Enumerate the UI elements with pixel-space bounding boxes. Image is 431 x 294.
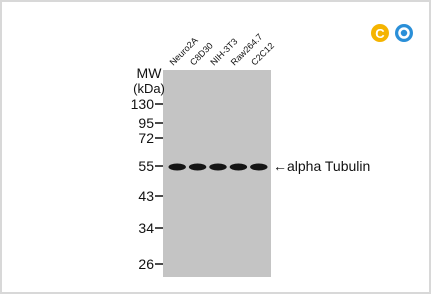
band-label: alpha Tubulin [287,158,370,174]
mw-unit: (kDa) [133,81,165,96]
band-arrow: ← [273,158,287,174]
marker-label: 34 [138,220,154,236]
marker-label: 26 [138,256,154,272]
band [169,164,186,171]
marker-label: 43 [138,188,154,204]
marker-label: 95 [138,115,154,131]
icon-refresh [395,24,413,42]
band [209,164,226,171]
marker-label: 130 [131,96,155,112]
figure: MW (kDa) ← alpha Tubulin C 130 9572 55 43 34… [0,0,431,294]
icon-c: C [371,24,389,42]
svg-text:C: C [375,26,385,41]
marker-label: 72 [138,130,154,146]
blot-membrane [163,70,271,277]
mw-title: MW [137,65,163,81]
band [230,164,247,171]
band [250,164,267,171]
marker-label: 55 [138,158,154,174]
band [189,164,206,171]
